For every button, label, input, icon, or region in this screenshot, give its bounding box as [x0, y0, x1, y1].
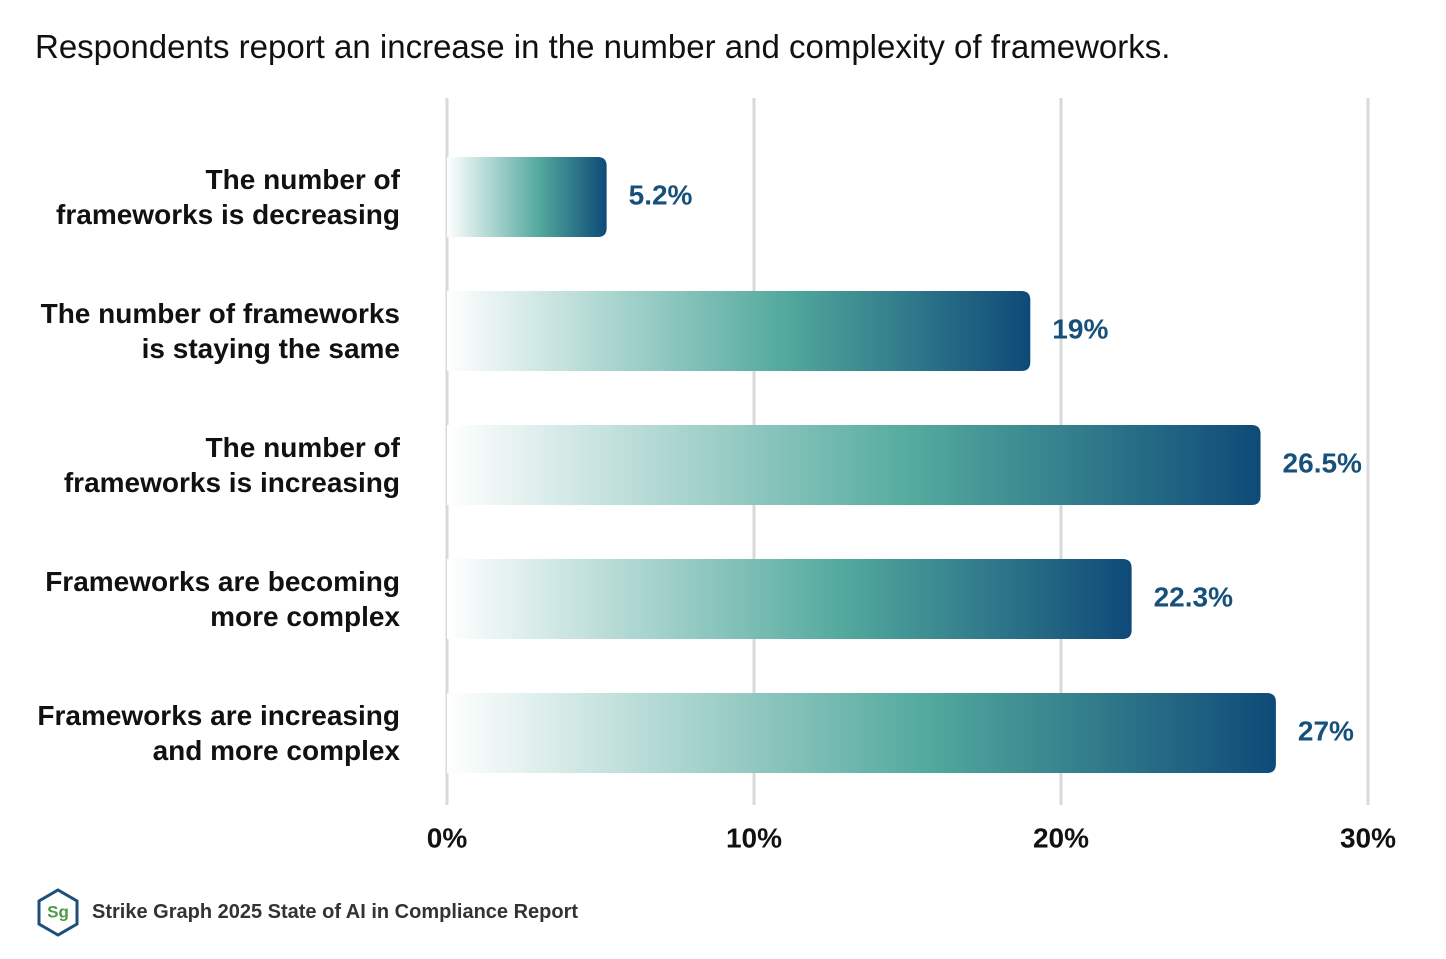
- bar: [447, 157, 607, 237]
- data-label: 22.3%: [1154, 581, 1233, 612]
- y-tick-label: Frameworks are becoming more complex: [45, 566, 400, 632]
- x-tick-label: 10%: [726, 822, 782, 853]
- bar: [447, 693, 1276, 773]
- logo-text: Sg: [47, 902, 69, 921]
- x-tick-label: 0%: [427, 822, 468, 853]
- logo: Sg: [37, 888, 79, 937]
- data-label: 26.5%: [1283, 447, 1362, 478]
- data-label: 5.2%: [629, 179, 693, 210]
- bar: [447, 425, 1261, 505]
- x-tick-label: 20%: [1033, 822, 1089, 853]
- y-tick-label: Frameworks are increasing and more compl…: [37, 700, 400, 766]
- x-tick-label: 30%: [1340, 822, 1396, 853]
- source-note: Strike Graph 2025 State of AI in Complia…: [92, 901, 579, 923]
- logo-hexagon: [37, 888, 79, 937]
- y-tick-label: The number of frameworks is decreasing: [56, 164, 400, 230]
- bar: [447, 291, 1031, 371]
- bar: [447, 559, 1132, 639]
- y-tick-label: The number of frameworks is staying the …: [40, 298, 400, 364]
- chart-title: Respondents report an increase in the nu…: [35, 28, 1171, 65]
- data-label: 27%: [1298, 715, 1354, 746]
- data-label: 19%: [1052, 313, 1108, 344]
- y-tick-label: The number of frameworks is increasing: [63, 432, 400, 498]
